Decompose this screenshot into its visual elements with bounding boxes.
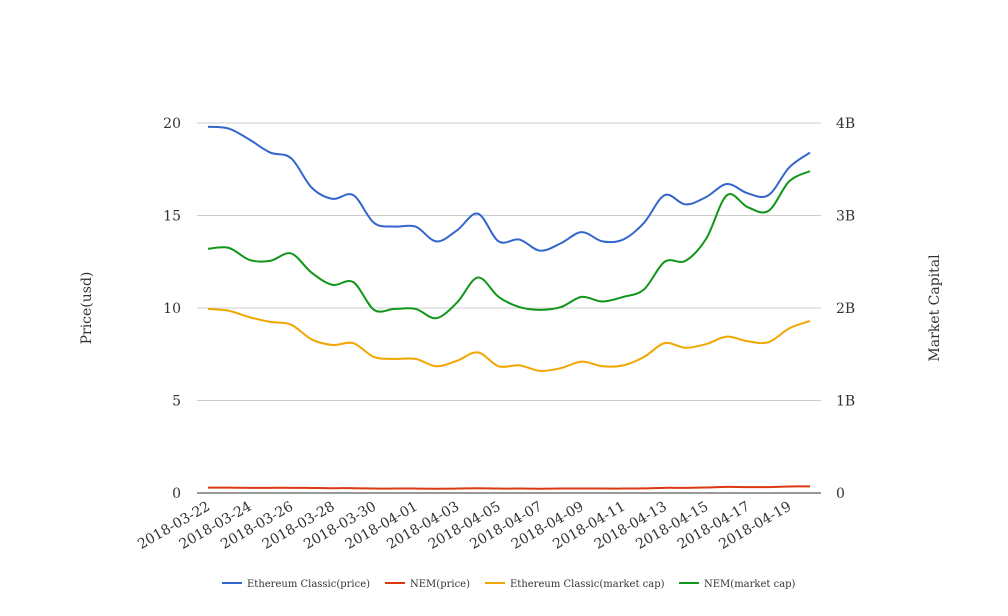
series-line-3	[207, 170, 811, 320]
x-axis: 2018-03-222018-03-242018-03-262018-03-28…	[135, 499, 794, 553]
legend-item-2: Ethereum Classic(market cap)	[485, 579, 665, 590]
legend-label: Ethereum Classic(market cap)	[510, 579, 665, 590]
legend-label: NEM(market cap)	[704, 579, 796, 590]
legend-item-3: NEM(market cap)	[679, 579, 796, 590]
y-left-axis-title: Price(usd)	[79, 272, 95, 345]
series-group	[207, 125, 811, 490]
y-left-tick-label: 20	[163, 116, 181, 132]
y-right-tick-label: 4B	[836, 116, 855, 132]
legend-item-0: Ethereum Classic(price)	[222, 579, 370, 590]
y-right-tick-label: 3B	[836, 209, 855, 225]
series-line-2	[207, 307, 811, 372]
legend-label: Ethereum Classic(price)	[247, 579, 370, 590]
y-right-tick-label: 0	[836, 486, 845, 502]
y-left-tick-label: 5	[172, 394, 181, 410]
legend-label: NEM(price)	[410, 579, 470, 590]
y-left-tick-label: 10	[163, 301, 181, 317]
y-right-tick-label: 2B	[836, 301, 855, 317]
y-left-tick-label: 0	[172, 486, 181, 502]
y-right-axis: 0 1B 2B 3B 4B	[836, 116, 855, 502]
legend: Ethereum Classic(price) NEM(price) Ethereu…	[222, 579, 796, 590]
series-line-0	[207, 125, 811, 252]
legend-item-1: NEM(price)	[385, 579, 470, 590]
y-right-axis-title: Market Capital	[927, 254, 943, 362]
series-line-1	[207, 485, 811, 490]
grid-lines	[197, 122, 821, 494]
y-left-axis: 0 5 10 15 20	[163, 116, 181, 502]
y-left-tick-label: 15	[163, 209, 181, 225]
y-right-tick-label: 1B	[836, 394, 855, 410]
